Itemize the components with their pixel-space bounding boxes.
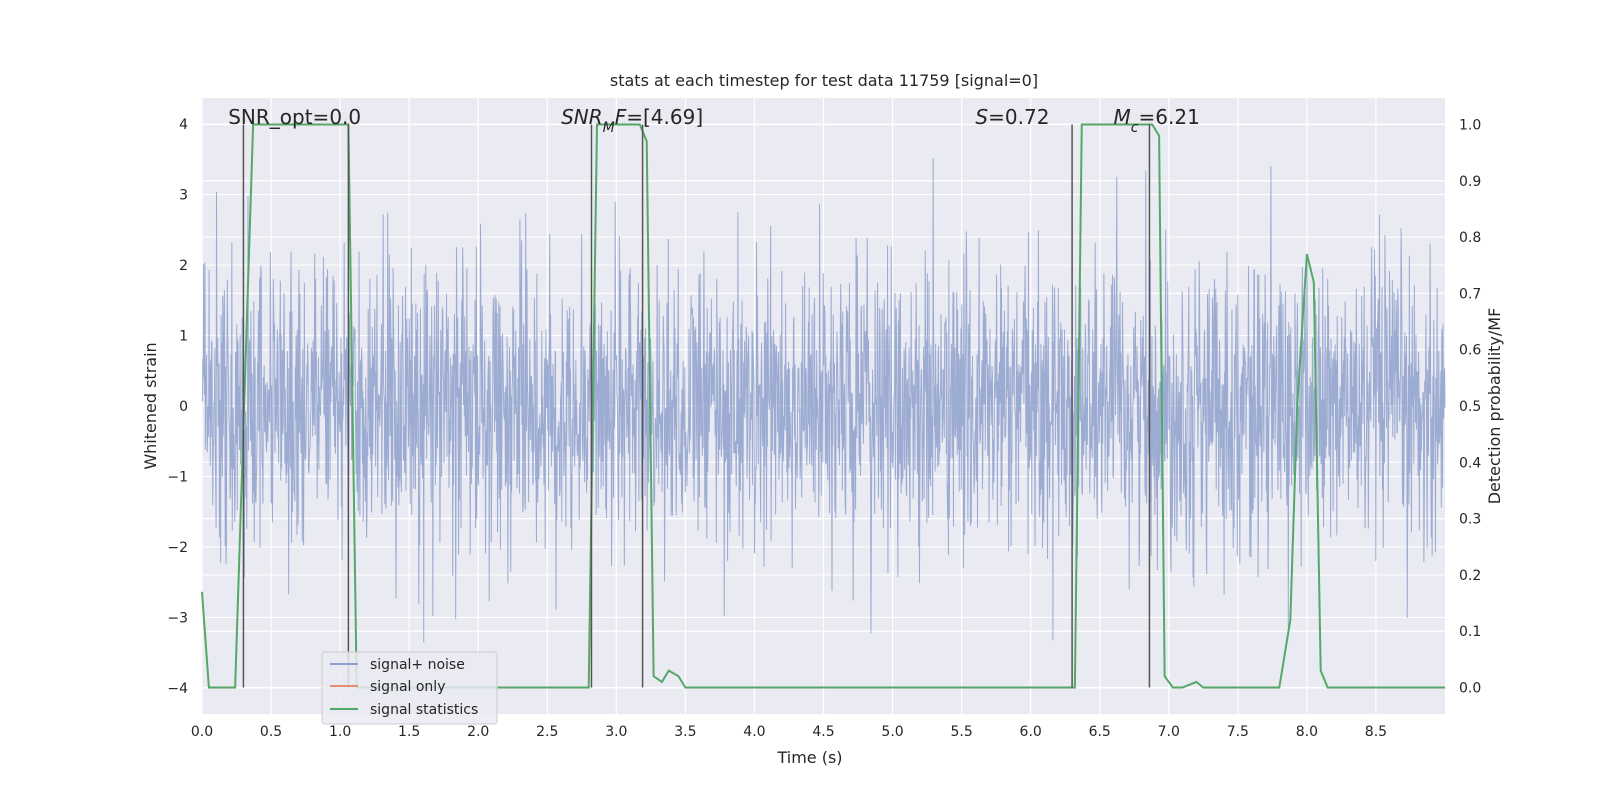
legend-label-signal-statistics: signal statistics [370, 702, 478, 718]
y-tick-left-label: −4 [167, 681, 188, 697]
y-tick-left-label: −1 [167, 469, 188, 485]
x-tick-label: 2.5 [536, 724, 558, 740]
x-tick-label: 4.0 [743, 724, 765, 740]
annotation-text: Mc=6.21 [1114, 105, 1200, 136]
y-axis-right-label: Detection probability/MF [1485, 308, 1504, 505]
y-tick-right-label: 0.0 [1459, 681, 1481, 697]
x-tick-label: 7.5 [1227, 724, 1249, 740]
y-tick-right-label: 0.1 [1459, 624, 1481, 640]
y-tick-left-label: 1 [179, 329, 188, 345]
legend: signal+ noise signal only signal statist… [321, 651, 498, 725]
legend-label-signal-noise: signal+ noise [370, 657, 465, 673]
x-axis-label: Time (s) [776, 748, 842, 767]
x-tick-label: 0.0 [191, 724, 213, 740]
y-tick-right-label: 0.7 [1459, 286, 1481, 302]
y-tick-right-label: 0.8 [1459, 230, 1481, 246]
x-axis-ticks: 0.0 0.5 1.0 1.5 2.0 2.5 3.0 3.5 4.0 4.5 5.0 5.5 6.0 6… [191, 724, 1387, 740]
annotations: SNR_opt=0.0 SNRMF=[4.69] S=0.72 Mc=6.21 [228, 105, 1200, 136]
y-tick-left-label: −2 [167, 540, 188, 556]
y-tick-right-label: 1.0 [1459, 117, 1481, 133]
series-signal-statistics [201, 123, 1445, 689]
y-axis-right-ticks: 1.0 0.9 0.8 0.7 0.6 0.5 0.4 0.3 0.2 0.1 0.0 [1459, 117, 1481, 696]
x-tick-label: 8.5 [1365, 724, 1387, 740]
signal-noise-line [201, 158, 1446, 643]
chart-title: stats at each timestep for test data 117… [610, 71, 1038, 90]
x-tick-label: 4.5 [812, 724, 834, 740]
x-tick-label: 2.0 [467, 724, 489, 740]
y-tick-right-label: 0.9 [1459, 174, 1481, 190]
y-tick-left-label: 2 [179, 258, 188, 274]
series-signal-noise [201, 158, 1446, 643]
y-tick-right-label: 0.6 [1459, 343, 1481, 359]
y-tick-left-label: 4 [179, 117, 188, 133]
y-tick-right-label: 0.3 [1459, 512, 1481, 528]
annotation-text: SNRMF=[4.69] [561, 105, 703, 136]
y-tick-left-label: 3 [179, 188, 188, 204]
y-tick-left-label: −3 [167, 610, 188, 626]
x-tick-label: 3.5 [674, 724, 696, 740]
x-tick-label: 8.0 [1296, 724, 1318, 740]
y-axis-left-label: Whitened strain [141, 342, 160, 469]
x-tick-label: 3.0 [605, 724, 627, 740]
x-tick-label: 0.5 [260, 724, 282, 740]
vertical-markers [242, 124, 1151, 688]
y-tick-right-label: 0.5 [1459, 399, 1481, 415]
x-tick-label: 5.0 [881, 724, 903, 740]
y-tick-right-label: 0.4 [1459, 455, 1481, 471]
annotation-text: S=0.72 [975, 105, 1049, 129]
x-tick-label: 5.5 [950, 724, 972, 740]
y-axis-left-ticks: 4 3 2 1 0 −1 −2 −3 −4 [167, 117, 188, 697]
x-tick-label: 6.0 [1020, 724, 1042, 740]
x-tick-label: 6.5 [1089, 724, 1111, 740]
y-tick-right-label: 0.2 [1459, 568, 1481, 584]
annotation-text: SNR_opt=0.0 [228, 105, 361, 129]
x-tick-label: 1.0 [329, 724, 351, 740]
x-tick-label: 7.0 [1158, 724, 1180, 740]
x-tick-label: 1.5 [398, 724, 420, 740]
legend-box [321, 651, 498, 725]
legend-label-signal-only: signal only [370, 679, 445, 695]
signal-statistics-line [201, 123, 1445, 689]
y-tick-left-label: 0 [179, 399, 188, 415]
